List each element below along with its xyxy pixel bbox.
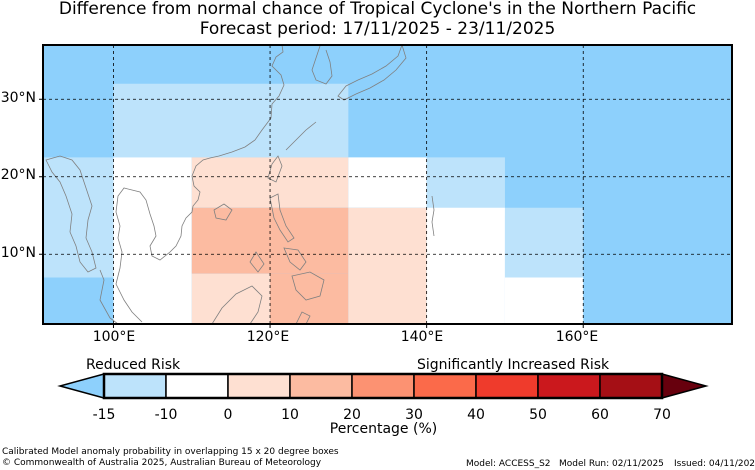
colorbar-tick: 20 bbox=[343, 407, 361, 423]
coastline-hainan bbox=[213, 203, 233, 221]
anomaly-cell bbox=[504, 207, 584, 278]
colorbar-bin bbox=[103, 373, 167, 399]
colorbar-tick: -10 bbox=[154, 407, 178, 423]
colorbar-tick: 70 bbox=[653, 407, 671, 423]
lat-label-20n: 20°N bbox=[0, 167, 36, 183]
coastline-mainland bbox=[115, 45, 285, 323]
colorbar-tick: -15 bbox=[92, 407, 116, 423]
coastline-marianas bbox=[431, 195, 435, 237]
anomaly-cell bbox=[113, 83, 349, 158]
anomaly-cell bbox=[43, 157, 114, 278]
footer-model-run: Model Run: 02/11/2025 bbox=[559, 459, 664, 469]
colorbar-under-arrow bbox=[57, 373, 105, 399]
colorbar bbox=[57, 372, 709, 400]
coastline-korea bbox=[311, 45, 333, 85]
colorbar-bin bbox=[227, 373, 291, 399]
anomaly-cell bbox=[426, 207, 505, 324]
coastline-borneo bbox=[211, 285, 263, 324]
colorbar-tick: 10 bbox=[281, 407, 299, 423]
lon-label-120e: 120°E bbox=[246, 329, 290, 345]
coastline-sulawesi bbox=[295, 311, 311, 324]
reduced-risk-label: Reduced Risk bbox=[86, 357, 181, 373]
colorbar-title: Percentage (%) bbox=[329, 421, 438, 437]
coastline-ryukyu bbox=[285, 121, 317, 151]
anomaly-cell bbox=[504, 277, 584, 324]
forecast-period: Forecast period: 17/11/2025 - 23/11/2025 bbox=[199, 19, 556, 39]
coastlines bbox=[45, 45, 435, 324]
axis-ticks bbox=[39, 98, 584, 328]
colorbar-bin bbox=[475, 373, 539, 399]
coastline-japan bbox=[337, 45, 407, 101]
graticule bbox=[43, 45, 732, 324]
map-title: Difference from normal chance of Tropica… bbox=[58, 0, 697, 19]
colorbar-tick: 60 bbox=[591, 407, 609, 423]
lon-label-100e: 100°E bbox=[92, 329, 136, 345]
coastline-taiwan bbox=[267, 155, 283, 183]
anomaly-cell bbox=[426, 157, 505, 216]
colorbar-bin bbox=[537, 373, 601, 399]
colorbar-tick: 50 bbox=[529, 407, 547, 423]
coastline-myanmar bbox=[45, 155, 97, 273]
lon-label-140e: 140°E bbox=[400, 329, 444, 345]
map-frame bbox=[42, 44, 733, 325]
footer-model: Model: ACCESS_S2 bbox=[466, 459, 551, 469]
colorbar-bin bbox=[413, 373, 477, 399]
colorbar-bin bbox=[599, 373, 663, 399]
footer-copyright: © Commonwealth of Australia 2025, Austra… bbox=[2, 458, 322, 468]
lat-label-10n: 10°N bbox=[0, 245, 36, 261]
footer-issued: Issued: 04/11/2025 bbox=[674, 459, 755, 469]
coastline-palawan bbox=[249, 251, 265, 273]
colorbar-tick: 40 bbox=[467, 407, 485, 423]
colorbar-tick: 30 bbox=[405, 407, 423, 423]
coastline-visayas bbox=[283, 247, 307, 271]
coastline-luzon bbox=[269, 193, 295, 243]
lat-label-30n: 30°N bbox=[0, 90, 36, 106]
anomaly-cell bbox=[348, 157, 427, 208]
lon-label-160e: 160°E bbox=[555, 329, 599, 345]
colorbar-over-arrow bbox=[661, 373, 709, 399]
coastline-malay bbox=[99, 269, 119, 324]
colorbar-frame bbox=[102, 372, 664, 400]
increased-risk-label: Significantly Increased Risk bbox=[417, 357, 610, 373]
colorbar-tick: 0 bbox=[223, 407, 233, 423]
footer-description: Calibrated Model anomaly probability in … bbox=[2, 447, 339, 457]
colorbar-bin bbox=[351, 373, 415, 399]
anomaly-cell bbox=[113, 157, 192, 324]
anomaly-cell bbox=[348, 207, 427, 324]
coastline-mindanao bbox=[291, 271, 325, 301]
colorbar-bin bbox=[289, 373, 353, 399]
colorbar-bin bbox=[165, 373, 229, 399]
